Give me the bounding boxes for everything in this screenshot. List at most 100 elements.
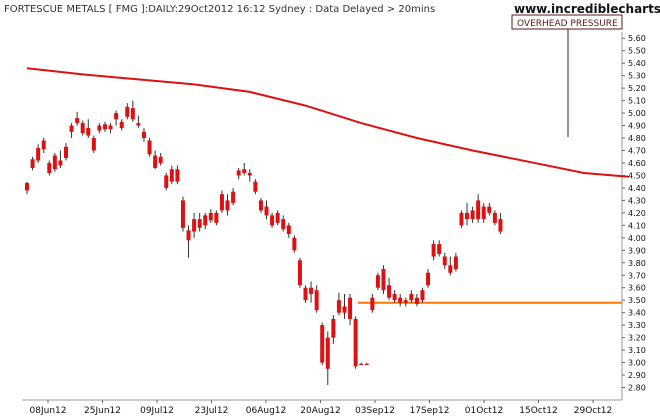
candle (41, 138, 46, 154)
chart-title: FORTESCUE METALS [ FMG ]:DAILY:29Oct2012… (4, 4, 435, 15)
y-tick-label: 4.20 (628, 209, 646, 218)
candle (236, 167, 241, 180)
candle-body (420, 290, 425, 301)
candle-body (125, 106, 130, 117)
candle-body (381, 269, 386, 291)
candle-body (431, 244, 436, 257)
candle (465, 202, 470, 226)
y-tick-label: 4.90 (628, 122, 646, 131)
candle-body (314, 290, 319, 311)
y-tick-label: 3.00 (628, 359, 646, 368)
candle-body (63, 146, 68, 158)
candle (86, 119, 91, 139)
candle (381, 265, 386, 294)
candle-body (426, 272, 431, 286)
candle (342, 293, 347, 319)
candle-body (286, 225, 291, 235)
candle-body (359, 363, 364, 366)
candle (258, 197, 263, 213)
candle (36, 144, 41, 163)
candle-body (442, 256, 447, 266)
y-tick-label: 2.90 (628, 371, 646, 380)
candle-body (264, 206, 269, 216)
y-tick-label: 5.30 (628, 72, 646, 81)
candle (192, 212, 197, 238)
candle (442, 252, 447, 270)
y-tick-label: 3.80 (628, 259, 646, 268)
candle (409, 290, 414, 303)
candle-body (231, 191, 236, 203)
candle-body (392, 293, 397, 301)
y-tick-label: 5.20 (628, 84, 646, 93)
brand-link[interactable]: www.incrediblecharts.com (514, 2, 660, 16)
y-tick-label: 4.10 (628, 221, 646, 230)
candle-body (80, 123, 85, 134)
y-tick-label: 4.70 (628, 147, 646, 156)
y-tick-label: 3.50 (628, 296, 646, 305)
candle (130, 100, 135, 122)
candle (353, 316, 358, 369)
candle-body (242, 169, 247, 173)
candle-body (47, 162, 52, 173)
x-tick-label: 20Aug12 (300, 406, 340, 416)
y-tick-label: 3.20 (628, 334, 646, 343)
candle-body (336, 300, 341, 313)
candle-body (203, 215, 208, 226)
candle-body (448, 265, 453, 273)
y-tick-label: 3.90 (628, 246, 646, 255)
candle-body (102, 124, 107, 130)
x-tick-label: 09Jul12 (140, 406, 174, 416)
candle (370, 293, 375, 313)
candle-body (331, 318, 336, 338)
candle (169, 165, 174, 185)
candle (348, 293, 353, 326)
candle (203, 212, 208, 230)
y-tick-label: 5.50 (628, 47, 646, 56)
candle-body (303, 287, 308, 301)
candle-body (292, 237, 297, 251)
y-tick-label: 2.80 (628, 384, 646, 393)
candle-body (247, 172, 252, 176)
candle-body (41, 140, 46, 150)
candle-body (342, 306, 347, 313)
candle (264, 200, 269, 220)
overhead-pressure-callout: OVERHEAD PRESSURE (511, 14, 623, 137)
candle (153, 150, 158, 170)
candle (242, 162, 247, 176)
candle (414, 293, 419, 307)
candles-group (25, 100, 503, 386)
candle-body (348, 297, 353, 319)
candle-body (375, 275, 380, 288)
candle-body (476, 200, 481, 220)
candle-body (108, 125, 113, 130)
candle-body (225, 200, 230, 211)
y-tick-label: 4.60 (628, 159, 646, 168)
candle-body (30, 159, 35, 168)
candle-body (492, 212, 497, 223)
candle-body (175, 169, 180, 182)
candle-body (275, 212, 280, 223)
y-tick-label: 5.10 (628, 97, 646, 106)
candle-body (219, 194, 224, 211)
x-tick-label: 15Oct12 (519, 406, 557, 416)
candle-body (387, 285, 392, 298)
candle (448, 256, 453, 276)
candle-body (147, 140, 152, 155)
y-tick-label: 4.40 (628, 184, 646, 193)
candle-body (437, 244, 442, 255)
candle (398, 293, 403, 307)
y-tick-label: 5.60 (628, 34, 646, 43)
candle-body (141, 131, 146, 139)
moving-average-line (26, 67, 629, 178)
candle-body (403, 300, 408, 303)
candle-body (153, 155, 158, 168)
candle-body (297, 260, 302, 286)
y-tick-label: 4.00 (628, 234, 646, 243)
y-tick-label: 4.50 (628, 171, 646, 180)
candle (186, 225, 191, 258)
candle (426, 269, 431, 288)
candle (219, 190, 224, 213)
candle-body (481, 206, 486, 220)
